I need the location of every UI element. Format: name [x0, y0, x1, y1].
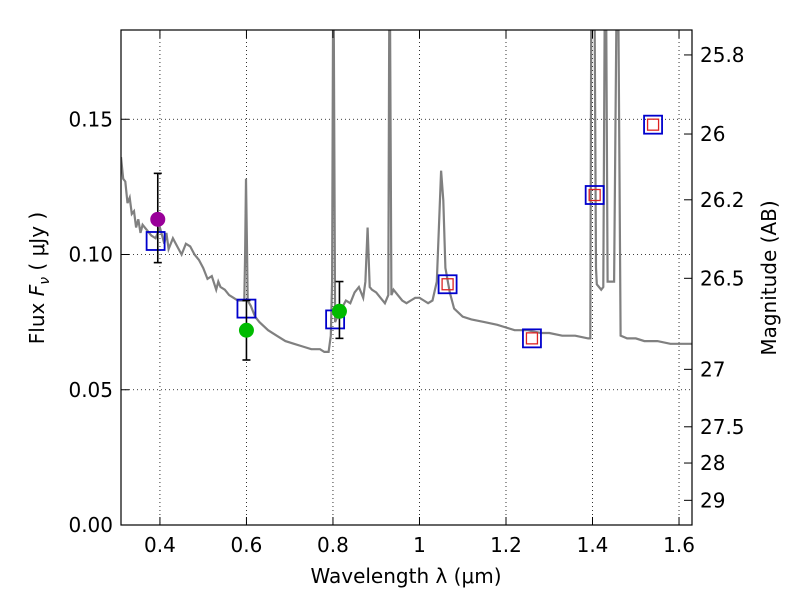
x-tick-label: 0.4: [144, 533, 176, 557]
detection-point: [331, 303, 347, 319]
x-tick-label: 1.4: [577, 533, 609, 557]
observed-flux-square: [441, 278, 454, 291]
model-flux-square: [145, 231, 166, 251]
magnitude-tick-label: 25.8: [700, 43, 745, 67]
magnitude-axis-ticks: 25.8 26 26.2 26.5 27 27.5 28 29: [684, 43, 745, 512]
photometry-markers: [145, 114, 663, 361]
grid-lines: [121, 30, 692, 526]
magnitude-tick-label: 27.5: [700, 415, 745, 439]
y2-axis-label: Magnitude (AB): [757, 200, 781, 355]
x-tick-label: 0.8: [317, 533, 349, 557]
x-tick-label: 1: [413, 533, 426, 557]
magnitude-tick-label: 26: [700, 122, 725, 146]
x-axis-label: Wavelength λ (μm): [310, 564, 501, 588]
magnitude-tick-label: 27: [700, 357, 725, 381]
observed-flux-square: [525, 332, 539, 345]
sed-spectrum-line: [121, 30, 692, 353]
y-tick-label: 0.00: [68, 513, 113, 537]
magnitude-tick-label: 29: [700, 488, 725, 512]
x-tick-label: 1.6: [663, 533, 695, 557]
magnitude-tick-label: 26.5: [700, 266, 745, 290]
y-tick-label: 0.10: [68, 243, 113, 267]
plot-frame: [120, 29, 693, 526]
x-tick-label: 0.6: [231, 533, 263, 557]
y-axis-label: Flux Fν ( μJy ): [25, 212, 53, 344]
x-axis-ticks: 0.4 0.6 0.8 1 1.2 1.4 1.6: [144, 30, 695, 557]
detection-point: [150, 211, 166, 227]
magnitude-tick-label: 28: [700, 451, 725, 475]
y-tick-label: 0.15: [68, 107, 113, 131]
detection-point: [238, 322, 254, 338]
y-tick-label: 0.05: [68, 378, 113, 402]
model-flux-square: [584, 185, 605, 205]
model-flux-square: [522, 328, 542, 349]
observed-flux-square: [588, 188, 601, 202]
magnitude-tick-label: 26.2: [700, 188, 745, 212]
model-flux-square: [437, 274, 458, 295]
model-flux-square: [643, 114, 663, 135]
y-axis-ticks: 0.00 0.05 0.10 0.15: [68, 107, 129, 537]
x-tick-label: 1.2: [490, 533, 522, 557]
observed-flux-square: [646, 118, 660, 131]
